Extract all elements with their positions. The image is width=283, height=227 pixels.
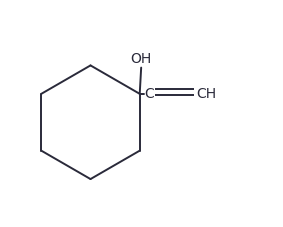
Text: CH: CH <box>196 87 216 101</box>
Text: OH: OH <box>130 52 152 66</box>
Text: C: C <box>144 87 154 101</box>
